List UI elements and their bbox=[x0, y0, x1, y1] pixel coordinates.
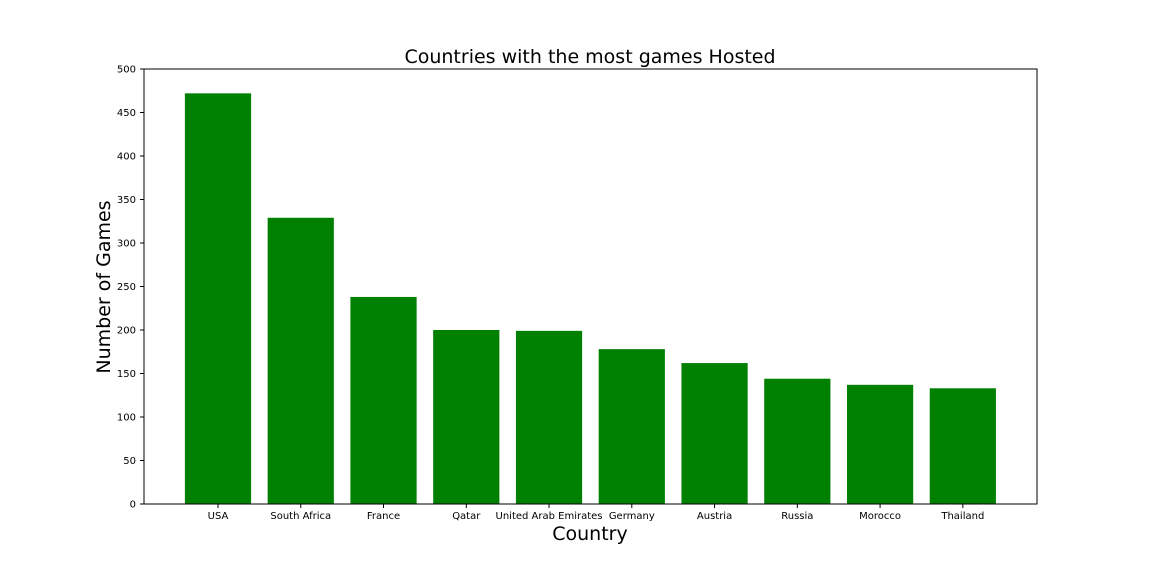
y-tick-label: 450 bbox=[117, 108, 136, 119]
y-tick-label: 400 bbox=[117, 152, 136, 163]
y-tick-label: 500 bbox=[117, 65, 136, 76]
x-tick-label: Thailand bbox=[940, 511, 984, 522]
x-tick-label: USA bbox=[208, 511, 229, 522]
y-tick-label: 100 bbox=[117, 413, 136, 424]
x-tick-label: Austria bbox=[697, 511, 732, 522]
bar bbox=[267, 217, 334, 504]
bar bbox=[598, 349, 665, 504]
plot-frame bbox=[143, 68, 1038, 505]
x-axis-label: Country bbox=[552, 523, 627, 545]
x-tick-label: Russia bbox=[781, 511, 813, 522]
y-tick-label: 0 bbox=[130, 500, 136, 511]
x-tick-label: Qatar bbox=[452, 511, 481, 522]
y-tick-label: 300 bbox=[117, 239, 136, 250]
y-tick-label: 250 bbox=[117, 282, 136, 293]
bar bbox=[350, 296, 417, 504]
y-tick-label: 200 bbox=[117, 326, 136, 337]
y-tick-label: 350 bbox=[117, 195, 136, 206]
y-axis-label: Number of Games bbox=[93, 200, 115, 373]
bar bbox=[846, 384, 914, 504]
x-tick-label: United Arab Emirates bbox=[496, 511, 603, 522]
y-tick-label: 50 bbox=[123, 456, 136, 467]
bar bbox=[764, 378, 831, 504]
y-tick-label: 150 bbox=[117, 369, 136, 380]
bar bbox=[929, 388, 996, 504]
x-tick-label: Morocco bbox=[859, 511, 901, 522]
x-tick-label: South Africa bbox=[270, 511, 331, 522]
bar bbox=[681, 363, 748, 504]
x-tick-label: France bbox=[367, 511, 400, 522]
x-tick-label: Germany bbox=[609, 511, 655, 522]
chart-title: Countries with the most games Hosted bbox=[404, 46, 775, 68]
bar bbox=[184, 93, 252, 505]
bar bbox=[515, 330, 583, 504]
bar bbox=[433, 330, 500, 504]
